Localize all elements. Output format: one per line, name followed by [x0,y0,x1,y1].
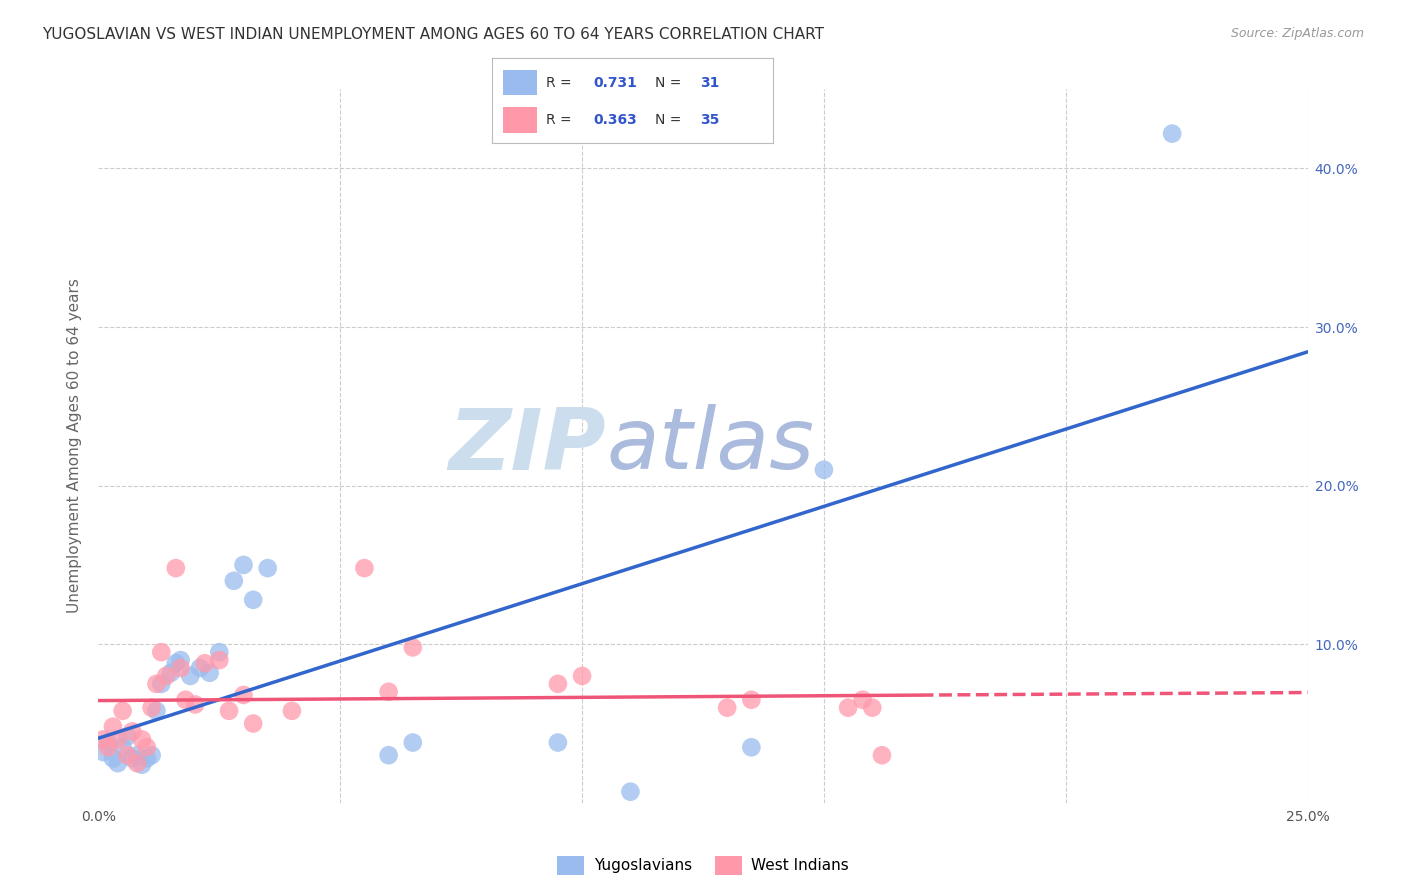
Point [222,574,245,588]
Point [91,732,114,747]
Point [111,740,134,755]
Point [837,700,859,714]
Point [107,756,129,771]
Point [232,558,254,572]
Text: R =: R = [546,113,575,127]
Point [194,657,217,671]
Point [174,692,197,706]
FancyBboxPatch shape [503,107,537,133]
Point [131,757,153,772]
Point [150,645,173,659]
Point [155,669,177,683]
Point [860,700,883,714]
FancyBboxPatch shape [503,70,537,95]
Point [619,785,641,799]
Point [169,661,191,675]
Point [121,724,143,739]
Point [91,745,114,759]
Text: ZIP: ZIP [449,404,606,488]
Point [127,756,149,771]
Point [141,748,163,763]
Point [402,640,425,655]
Point [377,748,399,763]
Text: R =: R = [546,76,575,89]
Text: 0.363: 0.363 [593,113,637,127]
Point [571,669,593,683]
Point [402,735,425,749]
Text: atlas: atlas [606,404,814,488]
Point [111,704,134,718]
Text: 31: 31 [700,76,720,89]
Point [145,704,167,718]
Point [232,688,254,702]
Point [740,692,762,706]
Point [141,700,163,714]
Text: N =: N = [655,76,686,89]
Point [131,732,153,747]
Point [208,653,231,667]
Point [145,677,167,691]
Legend: Yugoslavians, West Indians: Yugoslavians, West Indians [551,850,855,880]
Point [281,704,304,718]
Point [218,704,240,718]
Point [179,669,201,683]
Point [377,685,399,699]
Point [242,716,264,731]
Point [169,653,191,667]
Point [740,740,762,755]
Text: YUGOSLAVIAN VS WEST INDIAN UNEMPLOYMENT AMONG AGES 60 TO 64 YEARS CORRELATION CH: YUGOSLAVIAN VS WEST INDIAN UNEMPLOYMENT … [42,27,824,42]
Point [1161,127,1184,141]
Point [150,677,173,691]
Point [117,729,139,743]
Point [165,657,187,671]
Text: Source: ZipAtlas.com: Source: ZipAtlas.com [1230,27,1364,40]
Point [127,748,149,763]
Text: N =: N = [655,113,686,127]
Point [101,751,124,765]
Point [135,740,157,755]
Y-axis label: Unemployment Among Ages 60 to 64 years: Unemployment Among Ages 60 to 64 years [67,278,83,614]
Point [97,740,120,755]
Point [547,677,569,691]
Point [97,735,120,749]
Point [188,661,211,675]
Point [870,748,893,763]
Point [135,751,157,765]
Point [208,645,231,659]
Point [165,561,187,575]
Point [184,698,207,712]
Point [160,665,183,680]
Point [107,732,129,747]
Point [242,592,264,607]
Text: 0.731: 0.731 [593,76,637,89]
Point [117,748,139,763]
Text: 35: 35 [700,113,720,127]
Point [353,561,375,575]
Point [256,561,278,575]
Point [716,700,738,714]
Point [852,692,875,706]
Point [547,735,569,749]
Point [813,463,835,477]
Point [101,720,124,734]
Point [121,751,143,765]
Point [198,665,221,680]
